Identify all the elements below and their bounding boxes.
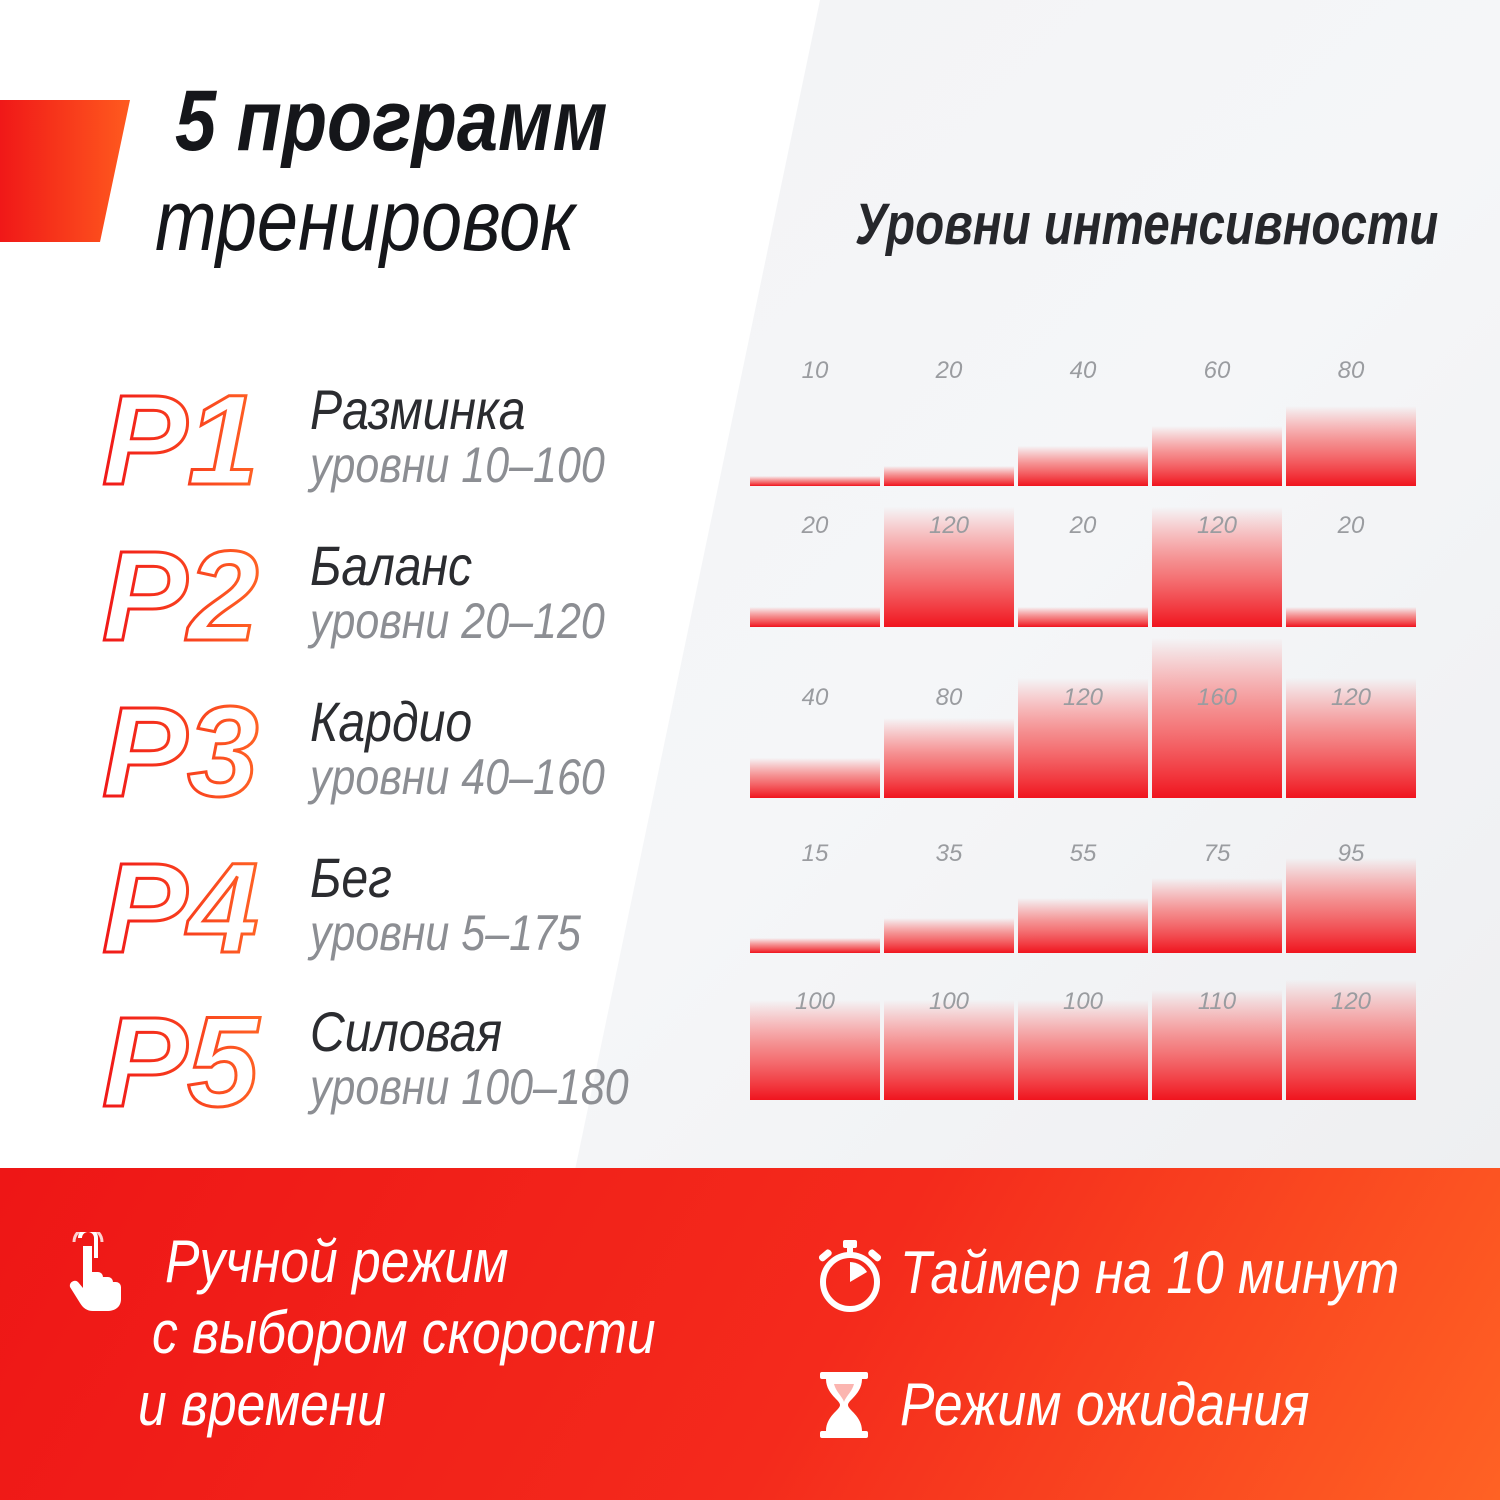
program-code-p4: P4 [101,836,261,982]
program-name: Кардио [310,690,473,753]
data-label: 75 [1204,840,1231,867]
chart-title: Уровни интенсивности [855,192,1439,257]
data-label: 10 [802,357,829,384]
chart-row-p3: 40 80 120 160 120 [750,638,1416,798]
timer-feature: Таймер на 10 минут [900,1239,1400,1306]
data-label: 100 [929,988,970,1015]
bar [750,1000,880,1100]
program-code-p5: P5 [101,990,262,1136]
manual-mode-line-3: и времени [138,1371,386,1438]
data-label: 100 [1063,988,1104,1015]
data-label: 110 [1198,988,1237,1015]
manual-mode-line-2: с выбором скорости [152,1299,656,1366]
program-range: уровни 20–120 [310,593,605,649]
bar [1018,678,1148,798]
stopwatch-icon [818,1240,882,1312]
data-label: 120 [1331,988,1372,1015]
data-label: 120 [929,512,970,539]
bar [884,466,1014,486]
bar [750,607,880,627]
bar [750,758,880,798]
data-label: 40 [802,684,829,711]
data-label: 160 [1197,684,1238,711]
bar [884,1000,1014,1100]
page-title-line-2: тренировок [155,173,576,269]
bar [1018,607,1148,627]
program-code-p1: P1 [101,368,261,514]
data-label: 80 [1338,357,1365,384]
program-code-p3: P3 [101,680,261,826]
bar [1286,607,1416,627]
bar [1152,638,1282,798]
data-label: 80 [936,684,963,711]
bar [1286,406,1416,486]
hourglass-icon [820,1372,868,1438]
bar [1152,426,1282,486]
data-label: 60 [1204,357,1231,384]
svg-text:P1: P1 [102,369,259,512]
bar [1018,898,1148,953]
program-item-p4: P4 Бег уровни 5–175 [0,836,740,998]
program-range: уровни 100–180 [310,1059,629,1115]
program-range: уровни 40–160 [310,749,605,805]
bar [1286,980,1416,1100]
features-band [0,1168,1500,1500]
program-range: уровни 5–175 [310,905,581,961]
program-item-p5: P5 Силовая уровни 100–180 [0,990,740,1152]
chart-row-p1: 10 20 40 60 80 [750,357,1416,486]
data-label: 20 [1069,512,1097,539]
data-label: 20 [935,357,963,384]
data-label: 100 [795,988,836,1015]
page-title-line-1: 5 программ [175,73,608,169]
program-item-p3: P3 Кардио уровни 40–160 [0,680,740,842]
bar [1018,446,1148,486]
program-name: Разминка [310,378,526,441]
manual-mode-line-1: Ручной режим [165,1228,509,1295]
bar [884,918,1014,953]
data-label: 120 [1197,512,1238,539]
program-range: уровни 10–100 [310,437,605,493]
data-label: 40 [1070,357,1097,384]
data-label: 35 [936,840,963,867]
bar [1018,1000,1148,1100]
chart-row-p5: 100 100 100 110 120 [750,980,1416,1100]
chart-row-p4: 15 35 55 75 95 [750,840,1416,953]
program-name: Бег [310,846,392,909]
bar [1152,507,1282,627]
bar [884,507,1014,627]
hand-pointer-icon [69,1232,121,1311]
intensity-chart: 10 20 40 60 80 20 120 20 120 20 40 80 120 160 120 15 35 5… [750,357,1416,1100]
bar [1152,878,1282,953]
chart-row-p2: 20 120 20 120 20 [750,507,1416,627]
program-code-p2: P2 [101,524,261,670]
svg-text:P2: P2 [102,525,259,668]
data-label: 20 [801,512,829,539]
bar [1152,990,1282,1100]
data-label: 20 [1337,512,1365,539]
program-item-p2: P2 Баланс уровни 20–120 [0,524,740,686]
svg-text:P4: P4 [102,837,259,980]
data-label: 120 [1063,684,1104,711]
data-label: 15 [802,840,829,867]
program-list: P1 Разминка уровни 10–100 P2 Баланс уров… [0,0,740,1160]
data-label: 95 [1338,840,1365,867]
data-label: 55 [1070,840,1097,867]
bar [884,718,1014,798]
bar [750,938,880,953]
bar [1286,678,1416,798]
program-name: Баланс [310,534,473,597]
program-name: Силовая [310,1000,503,1063]
data-label: 120 [1331,684,1372,711]
svg-text:P3: P3 [102,681,259,824]
svg-text:P5: P5 [102,991,260,1134]
bar [750,476,880,486]
bar [1286,858,1416,953]
standby-feature: Режим ожидания [900,1371,1310,1438]
program-item-p1: P1 Разминка уровни 10–100 [0,368,740,530]
